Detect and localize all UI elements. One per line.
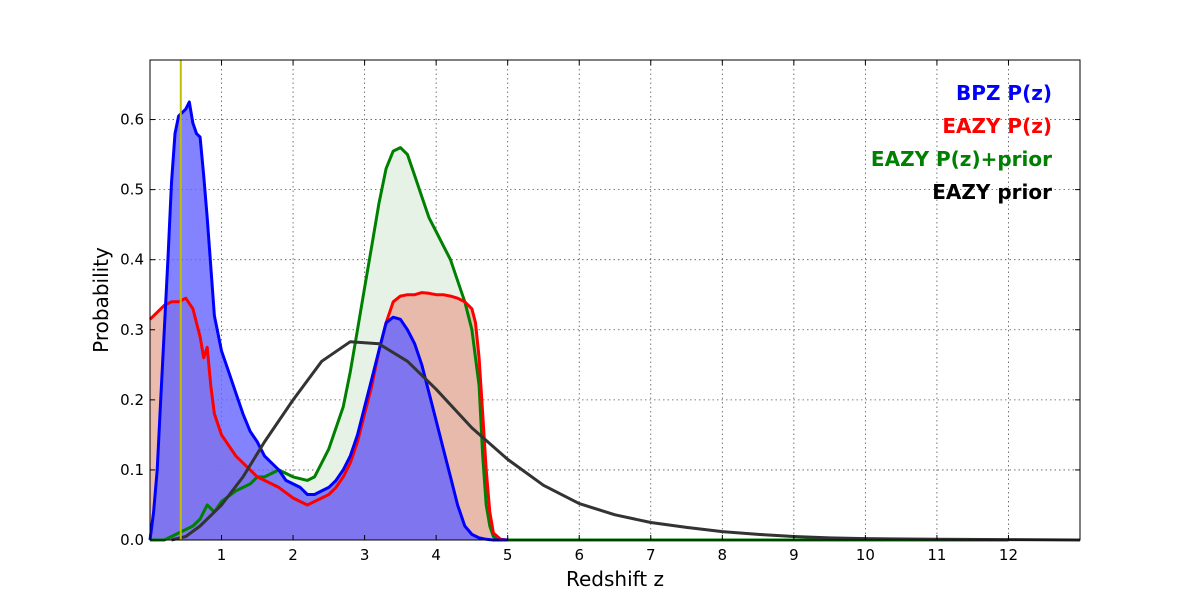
x-tick-label: 2 bbox=[288, 546, 298, 564]
ticks: 1 2 3 4 5 6 7 8 9 10 11 120.00.10.20.30.40.50.6 bbox=[120, 60, 1080, 564]
eazy-p-z-line bbox=[148, 291, 508, 542]
legend-entry-eazy-p-z-prior: EAZY P(z)+prior bbox=[871, 147, 1052, 171]
y-tick-label: 0.0 bbox=[120, 531, 144, 549]
y-tick-label: 0.6 bbox=[120, 111, 144, 129]
y-tick-label: 0.4 bbox=[120, 251, 144, 269]
x-tick-label: 3 bbox=[360, 546, 370, 564]
legend-entry-bpz-p-z: BPZ P(z) bbox=[956, 81, 1052, 105]
x-tick-label: 4 bbox=[431, 546, 441, 564]
bpz-p-z-line bbox=[148, 100, 508, 542]
y-tick-label: 0.5 bbox=[120, 181, 144, 199]
y-tick-label: 0.2 bbox=[120, 391, 144, 409]
legend: BPZ P(z) EAZY P(z) EAZY P(z)+prior EAZY pri… bbox=[871, 81, 1052, 204]
x-axis-label: Redshift z bbox=[566, 567, 664, 591]
plot-frame bbox=[149, 59, 1081, 541]
bpz-p-z-area bbox=[150, 102, 508, 540]
x-tick-label: 7 bbox=[646, 546, 656, 564]
x-tick-label: 11 bbox=[927, 546, 946, 564]
x-tick-label: 5 bbox=[503, 546, 513, 564]
y-tick-label: 0.3 bbox=[120, 321, 144, 339]
grid bbox=[150, 60, 1080, 541]
x-tick-label: 1 bbox=[217, 546, 227, 564]
x-tick-label: 8 bbox=[718, 546, 728, 564]
eazy-p-z-prior-line bbox=[150, 146, 1009, 542]
y-axis-label: Probability bbox=[89, 247, 113, 353]
x-tick-label: 10 bbox=[856, 546, 875, 564]
y-tick-label: 0.1 bbox=[120, 461, 144, 479]
legend-entry-eazy-p-z: EAZY P(z) bbox=[942, 114, 1052, 138]
eazy-prior-line bbox=[171, 340, 1081, 542]
x-tick-label: 12 bbox=[999, 546, 1018, 564]
legend-entry-eazy-prior: EAZY prior bbox=[932, 180, 1052, 204]
x-tick-label: 9 bbox=[789, 546, 799, 564]
x-tick-label: 6 bbox=[574, 546, 584, 564]
series-lines bbox=[148, 60, 1081, 542]
